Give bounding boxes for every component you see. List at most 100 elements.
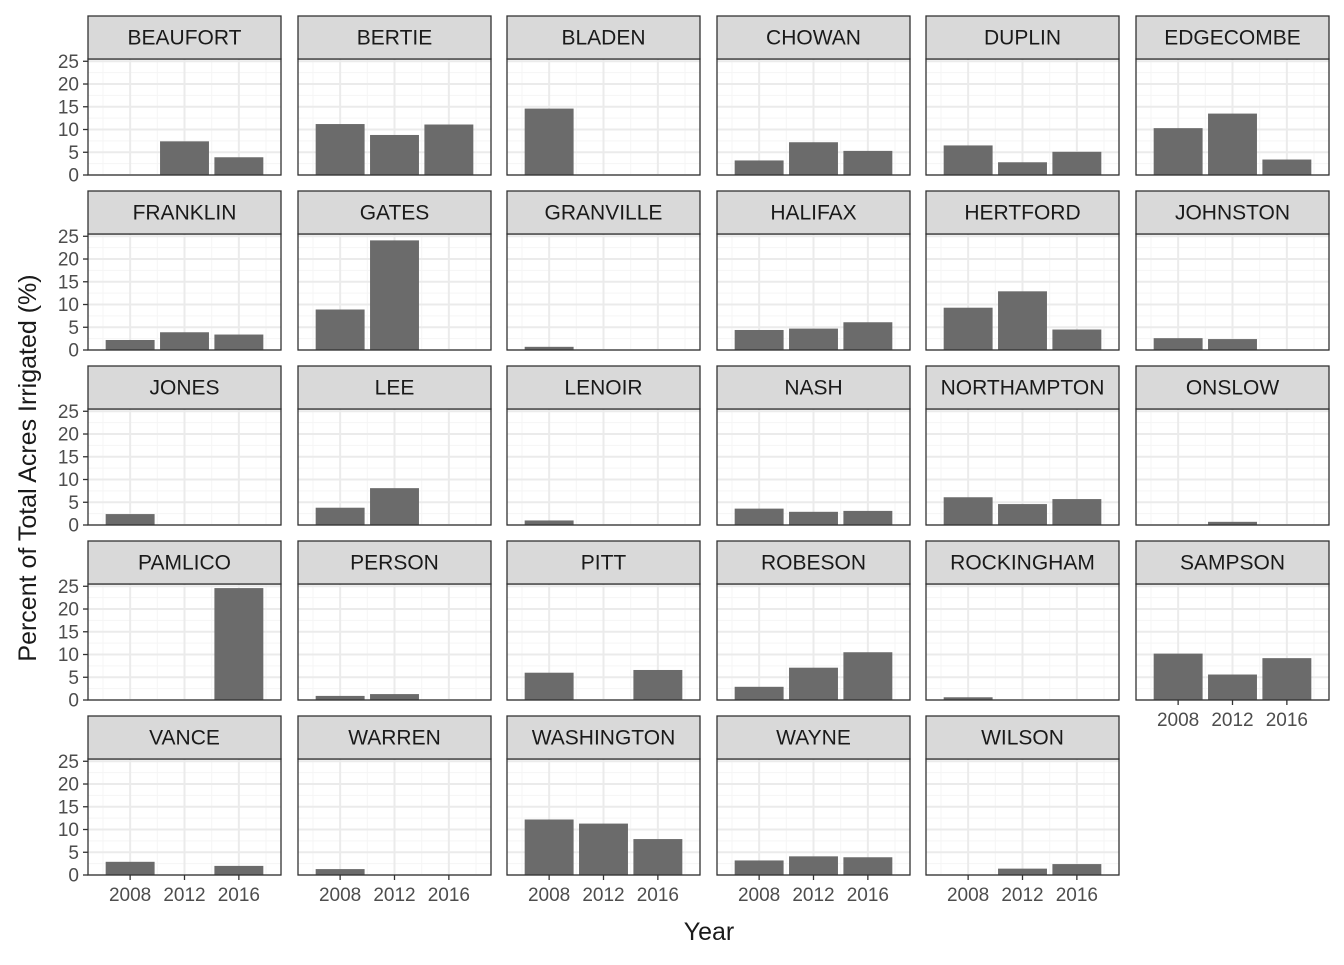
y-tick-label: 0 <box>68 516 79 537</box>
y-tick-label: 0 <box>68 866 79 887</box>
facet-label: PAMLICO <box>138 552 231 575</box>
bar-halifax-2016 <box>843 322 893 350</box>
bar-bertie-2008 <box>315 124 365 175</box>
y-tick-label: 5 <box>68 318 79 339</box>
y-tick-label: 10 <box>58 470 79 491</box>
y-tick-label: 5 <box>68 668 79 689</box>
x-tick-label: 2008 <box>947 885 989 906</box>
bar-vance-2008 <box>105 861 155 875</box>
bar-robeson-2012 <box>789 667 838 700</box>
y-tick-label: 25 <box>58 227 79 248</box>
x-tick-label: 2008 <box>738 885 780 906</box>
bar-person-2008 <box>315 695 365 700</box>
y-tick-label: 25 <box>58 752 79 773</box>
facet-label: JONES <box>149 377 219 400</box>
y-tick-label: 15 <box>58 97 79 118</box>
bar-northampton-2016 <box>1052 499 1102 525</box>
facet-label: DUPLIN <box>984 27 1061 50</box>
bar-beaufort-2016 <box>214 157 264 175</box>
facet-strip <box>506 365 701 410</box>
bar-pamlico-2016 <box>214 588 264 700</box>
bar-chowan-2012 <box>789 142 838 175</box>
bar-gates-2008 <box>315 309 365 350</box>
facet-panel-pitt: PITT <box>506 540 701 701</box>
x-tick-label: 2012 <box>792 885 834 906</box>
x-tick-label: 2012 <box>163 885 205 906</box>
y-tick-label: 15 <box>58 797 79 818</box>
bar-duplin-2016 <box>1052 151 1102 175</box>
facet-panel-granville: GRANVILLE <box>506 190 701 351</box>
facet-panel-bladen: BLADEN <box>506 15 701 176</box>
facet-label: BEAUFORT <box>128 27 242 50</box>
facet-label: WARREN <box>348 727 441 750</box>
facet-label: LEE <box>375 377 415 400</box>
facet-panel-chowan: CHOWAN <box>716 15 911 176</box>
facet-strip <box>925 365 1120 410</box>
facet-label: SAMPSON <box>1180 552 1285 575</box>
bar-gates-2012 <box>370 240 419 350</box>
x-tick-label: 2012 <box>582 885 624 906</box>
bar-hertford-2016 <box>1052 329 1102 350</box>
y-tick-label: 25 <box>58 577 79 598</box>
facet-panel-person: PERSON <box>297 540 492 701</box>
facet-strip <box>297 715 492 760</box>
facet-strip <box>87 190 282 235</box>
bar-onslow-2012 <box>1208 521 1257 525</box>
facet-strip <box>87 15 282 60</box>
bar-edgecombe-2008 <box>1153 128 1203 175</box>
facet-panel-edgecombe: EDGECOMBE <box>1135 15 1330 176</box>
bar-edgecombe-2012 <box>1208 113 1257 175</box>
bar-washington-2008 <box>524 819 574 875</box>
y-tick-label: 10 <box>58 820 79 841</box>
x-tick-label: 2012 <box>373 885 415 906</box>
facet-strip <box>716 190 911 235</box>
bar-nash-2008 <box>734 508 784 525</box>
facet-panel-hertford: HERTFORD <box>925 190 1120 351</box>
facet-strip <box>297 190 492 235</box>
x-tick-label: 2016 <box>218 885 260 906</box>
facet-strip <box>297 540 492 585</box>
facet-label: NASH <box>784 377 842 400</box>
facet-label: ROBESON <box>761 552 866 575</box>
facet-label: EDGECOMBE <box>1164 27 1301 50</box>
bar-robeson-2008 <box>734 686 784 700</box>
bar-robeson-2016 <box>843 652 893 700</box>
facet-strip <box>506 190 701 235</box>
facet-strip <box>297 15 492 60</box>
bar-chowan-2008 <box>734 160 784 175</box>
facet-strip <box>716 15 911 60</box>
facet-panel-wayne: WAYNE 2008 2012 2016 <box>716 715 911 906</box>
bar-bertie-2012 <box>370 134 419 175</box>
facet-label: GRANVILLE <box>545 202 663 225</box>
facet-strip <box>925 15 1120 60</box>
facet-panel-lenoir: LENOIR <box>506 365 701 526</box>
x-tick-label: 2008 <box>528 885 570 906</box>
bar-halifax-2008 <box>734 329 784 350</box>
y-tick-label: 15 <box>58 622 79 643</box>
facet-strip <box>925 190 1120 235</box>
bar-wilson-2016 <box>1052 864 1102 875</box>
bar-lee-2008 <box>315 507 365 525</box>
y-tick-label: 0 <box>68 166 79 187</box>
x-tick-label: 2008 <box>319 885 361 906</box>
facet-strip <box>1135 540 1330 585</box>
facet-label: PERSON <box>350 552 439 575</box>
bar-lenoir-2008 <box>524 520 574 525</box>
facet-strip <box>716 365 911 410</box>
x-tick-label: 2008 <box>1157 710 1199 731</box>
bar-warren-2008 <box>315 869 365 875</box>
y-tick-label: 20 <box>58 425 79 446</box>
y-axis-title: Percent of Total Acres Irrigated (%) <box>14 274 42 661</box>
y-tick-label: 0 <box>68 691 79 712</box>
facet-strip <box>297 365 492 410</box>
bar-sampson-2008 <box>1153 653 1203 700</box>
y-tick-label: 5 <box>68 143 79 164</box>
facet-label: JOHNSTON <box>1175 202 1290 225</box>
bar-duplin-2012 <box>998 162 1047 175</box>
bar-bertie-2016 <box>424 124 474 175</box>
